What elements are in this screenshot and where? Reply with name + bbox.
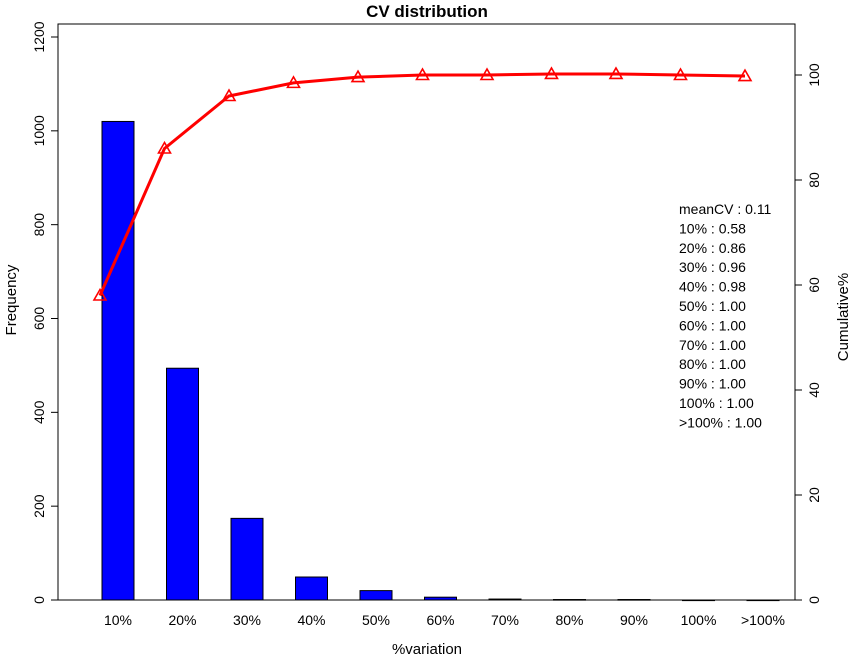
cumulative-point bbox=[92, 287, 108, 301]
y2-tick-label: 20 bbox=[806, 487, 822, 503]
y-tick-label: 0 bbox=[31, 596, 47, 604]
bar bbox=[746, 599, 780, 602]
annotation-line: meanCV : 0.11 bbox=[679, 201, 772, 217]
x-tick-label: 60% bbox=[426, 612, 454, 628]
y2-tick-label: 0 bbox=[806, 596, 822, 604]
bar bbox=[424, 596, 457, 601]
cumulative-point bbox=[544, 66, 559, 80]
y-tick-label: 1000 bbox=[31, 115, 47, 146]
y2-axis-label: Cumulative% bbox=[835, 273, 851, 361]
cumulative-point bbox=[157, 140, 172, 154]
y-tick-label: 600 bbox=[31, 307, 47, 331]
x-tick-label: 30% bbox=[233, 612, 261, 628]
annotation-line: 40% : 0.98 bbox=[679, 279, 746, 295]
y-tick-label: 800 bbox=[31, 213, 47, 237]
cumulative-point bbox=[479, 67, 495, 81]
x-axis-label: %variation bbox=[392, 641, 462, 657]
x-tick-label: 80% bbox=[555, 612, 583, 628]
y-tick-label: 400 bbox=[31, 400, 47, 424]
plot-area: 0 200 400 600 800 1000 1200 0 20 40 60 80 100 10% 20% 3… bbox=[31, 21, 822, 628]
y2-tick-label: 100 bbox=[806, 63, 822, 87]
bar bbox=[101, 120, 135, 601]
y2-tick-label: 40 bbox=[806, 382, 822, 398]
annotation-line: >100% : 1.00 bbox=[679, 414, 762, 430]
cumulative-point bbox=[737, 68, 753, 82]
annotation-line: 70% : 1.00 bbox=[679, 337, 746, 353]
cumulative-point bbox=[350, 69, 366, 83]
x-tick-label: 10% bbox=[104, 612, 132, 628]
annotation-line: 10% : 0.58 bbox=[679, 220, 746, 236]
annotation-line: 90% : 1.00 bbox=[679, 376, 746, 392]
annotation-line: 80% : 1.00 bbox=[679, 356, 746, 372]
bar bbox=[230, 517, 264, 601]
bar bbox=[682, 599, 715, 602]
x-tick-label: 100% bbox=[681, 612, 717, 628]
cumulative-line bbox=[98, 72, 746, 297]
bar bbox=[359, 590, 393, 601]
x-tick-label: >100% bbox=[741, 612, 785, 628]
bar bbox=[488, 598, 522, 601]
cumulative-point bbox=[286, 75, 301, 89]
cumulative-point bbox=[415, 67, 430, 81]
cumulative-point bbox=[221, 88, 237, 102]
x-tick-label: 70% bbox=[491, 612, 519, 628]
y2-tick-label: 80 bbox=[806, 172, 822, 188]
y-tick-label: 200 bbox=[31, 494, 47, 518]
y2-tick-label: 60 bbox=[806, 277, 822, 293]
cumulative-point bbox=[673, 67, 688, 81]
x-tick-label: 50% bbox=[362, 612, 390, 628]
annotation-line: 50% : 1.00 bbox=[679, 298, 746, 314]
annotation-line: 100% : 1.00 bbox=[679, 395, 754, 411]
bar bbox=[166, 367, 199, 601]
y-axis-label: Frequency bbox=[3, 264, 20, 335]
y-tick-label: 1200 bbox=[31, 21, 47, 52]
bar bbox=[553, 599, 586, 601]
bar bbox=[617, 599, 651, 601]
x-tick-label: 90% bbox=[620, 612, 648, 628]
x-tick-label: 40% bbox=[297, 612, 325, 628]
annotation-line: 60% : 1.00 bbox=[679, 317, 746, 333]
cumulative-point bbox=[608, 66, 624, 80]
annotation-line: 30% : 0.96 bbox=[679, 259, 746, 275]
chart-title: CV distribution bbox=[366, 2, 488, 21]
bar bbox=[295, 576, 328, 601]
annotation-line: 20% : 0.86 bbox=[679, 240, 746, 256]
x-tick-label: 20% bbox=[168, 612, 196, 628]
